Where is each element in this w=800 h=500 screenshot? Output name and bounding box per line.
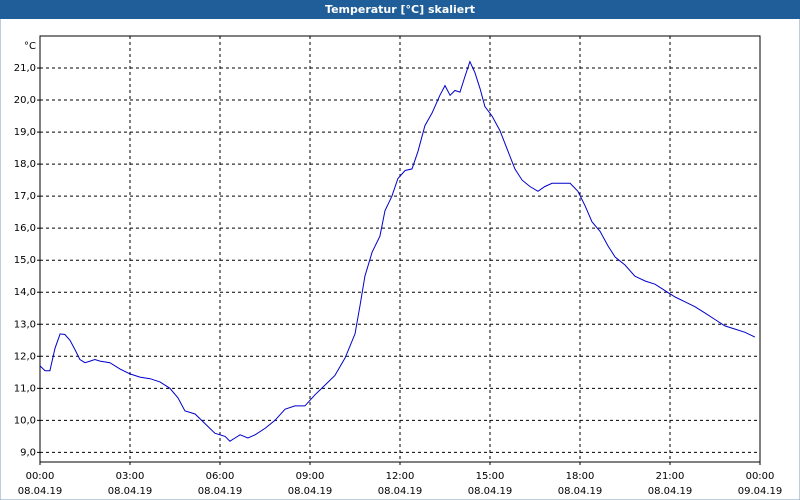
y-tick-label: 16,0 xyxy=(14,223,36,234)
title-bar xyxy=(0,0,800,19)
y-tick-label: 10,0 xyxy=(14,415,36,426)
x-tick-label: 03:00 xyxy=(116,471,145,482)
x-tick-date: 08.04.19 xyxy=(648,486,693,497)
temperature-line xyxy=(39,60,756,442)
y-tick-label: 18,0 xyxy=(14,159,36,170)
x-tick-date: 08.04.19 xyxy=(468,486,513,497)
y-tick-label: 20,0 xyxy=(14,95,36,106)
y-tick-label: 21,0 xyxy=(14,63,36,74)
x-tick-date: 08.04.19 xyxy=(198,486,243,497)
x-tick-label: 00:00 xyxy=(746,471,775,482)
y-tick-label: 19,0 xyxy=(14,127,36,138)
x-tick-date: 08.04.19 xyxy=(288,486,333,497)
x-tick-label: 15:00 xyxy=(476,471,505,482)
x-tick-label: 00:00 xyxy=(26,471,55,482)
y-tick-label: 14,0 xyxy=(14,287,36,298)
x-tick-date: 08.04.19 xyxy=(558,486,603,497)
x-tick-label: 18:00 xyxy=(566,471,595,482)
x-tick-label: 09:00 xyxy=(296,471,325,482)
x-tick-label: 06:00 xyxy=(206,471,235,482)
x-tick-date: 08.04.19 xyxy=(378,486,423,497)
x-tick-label: 12:00 xyxy=(386,471,415,482)
y-tick-label: 17,0 xyxy=(14,191,36,202)
chart-title: Temperatur [°C] skaliert xyxy=(325,3,475,16)
x-tick-date: 08.04.19 xyxy=(18,486,63,497)
y-tick-label: 12,0 xyxy=(14,351,36,362)
y-tick-label: 13,0 xyxy=(14,319,36,330)
y-tick-label: 9,0 xyxy=(20,447,36,458)
x-tick-label: 21:00 xyxy=(656,471,685,482)
x-tick-date: 08.04.19 xyxy=(108,486,153,497)
x-tick-date: 09.04.19 xyxy=(738,486,783,497)
y-tick-label: 11,0 xyxy=(14,383,36,394)
y-tick-label: 15,0 xyxy=(14,255,36,266)
y-unit: °C xyxy=(24,41,36,52)
